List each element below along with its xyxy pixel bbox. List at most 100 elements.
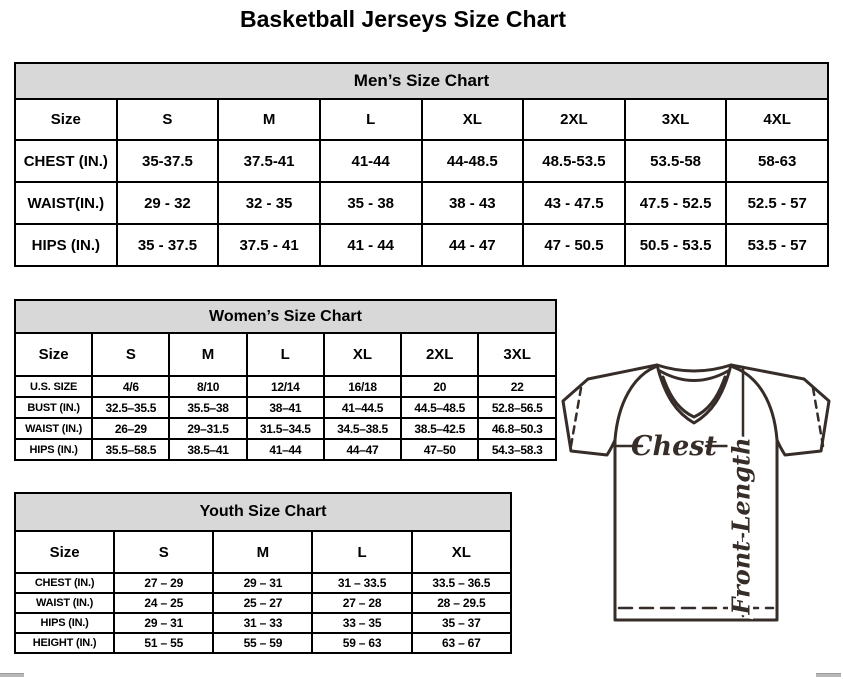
size-value-cell: 47–50 [400,438,480,461]
measurement-row-label: U.S. SIZE [13,375,94,398]
measurement-row-label: HIPS (IN.) [13,612,116,634]
table-title: Men’s Size Chart [14,62,829,100]
size-value-cell: 35.5–58.5 [91,438,171,461]
measurement-row-label: WAIST(IN.) [14,181,118,225]
size-column-header: 2XL [522,98,626,141]
size-column-header: 3XL [623,98,728,141]
size-value-cell: 52.8–56.5 [477,396,557,419]
womens-size-chart-table: Women’s Size Chart Size S M L XL 2XL 3XL U.S. SI… [13,299,557,461]
size-value-cell: 38 - 43 [420,181,525,225]
size-value-cell: 31 – 33 [212,612,314,634]
size-value-cell: 32.5–35.5 [91,396,171,419]
size-value-cell: 35 - 38 [318,181,423,225]
size-value-cell: 55 – 59 [212,632,314,654]
size-value-cell: 44.5–48.5 [400,396,480,419]
size-value-cell: 29–31.5 [168,417,248,440]
jersey-left-seam [613,365,657,442]
jersey-right-cuff-dashes [811,386,825,448]
size-value-cell: 50.5 - 53.5 [623,223,728,267]
youth-size-chart-table: Youth Size Chart Size S M L XL CHEST (IN.) 27 –… [13,492,513,654]
size-value-cell: 54.3–58.3 [477,438,557,461]
jersey-collar-inner-line [658,369,730,382]
size-value-cell: 22 [477,375,557,398]
size-column-header: L [311,530,413,574]
size-value-cell: 47 - 50.5 [522,223,626,267]
size-value-cell: 53.5 - 57 [725,223,829,267]
size-value-cell: 29 – 31 [212,572,314,594]
size-value-cell: 43 - 47.5 [522,181,626,225]
jersey-right-seam [731,365,779,442]
size-value-cell: 51 – 55 [113,632,215,654]
jersey-collar-top [655,363,733,373]
size-value-cell: 35-37.5 [115,139,220,183]
size-value-cell: 35.5–38 [168,396,248,419]
size-value-cell: 38.5–41 [168,438,248,461]
size-value-cell: 31 – 33.5 [311,572,413,594]
measurement-row-label: HIPS (IN.) [13,438,94,461]
size-column-header: 4XL [725,98,829,141]
size-value-cell: 16/18 [322,375,403,398]
size-value-cell: 29 – 31 [113,612,215,634]
size-value-cell: 33 – 35 [311,612,413,634]
size-column-header: M [168,332,248,377]
size-column-header: 2XL [400,332,480,377]
size-value-cell: 44-48.5 [420,139,525,183]
size-value-cell: 59 – 63 [311,632,413,654]
size-value-cell: 63 – 67 [410,632,513,654]
measurement-row-label: HIPS (IN.) [14,223,118,267]
size-value-cell: 33.5 – 36.5 [410,572,513,594]
size-value-cell: 37.5 - 41 [217,223,321,267]
size-value-cell: 52.5 - 57 [725,181,829,225]
size-value-cell: 41–44.5 [322,396,403,419]
jersey-measurement-diagram: Chest Front Length [561,363,831,622]
size-value-cell: 8/10 [168,375,248,398]
size-value-cell: 27 – 29 [113,572,215,594]
size-value-cell: 44–47 [322,438,403,461]
size-header-label: Size [14,98,118,141]
mens-size-chart-table: Men’s Size Chart Size S M L XL 2XL 3XL 4XL CHEST … [14,62,829,267]
size-value-cell: 28 – 29.5 [410,592,513,614]
jersey-collar-outer-v [655,363,733,425]
size-value-cell: 24 – 25 [113,592,215,614]
measurement-row-label: WAIST (IN.) [13,417,94,440]
size-value-cell: 31.5–34.5 [245,417,325,440]
scrollbar-fragment-right[interactable] [816,673,841,677]
size-value-cell: 25 – 27 [212,592,314,614]
size-value-cell: 44 - 47 [420,223,525,267]
size-column-header: M [212,530,314,574]
measurement-row-label: CHEST (IN.) [13,572,116,594]
front-length-label: Front Length [727,437,756,615]
scrollbar-fragment-left[interactable] [0,673,24,677]
size-value-cell: 34.5–38.5 [322,417,403,440]
size-value-cell: 29 - 32 [115,181,220,225]
table-title: Women’s Size Chart [14,299,557,334]
size-column-header: M [217,98,321,141]
size-column-header: XL [420,98,525,141]
jersey-collar-inner-v [661,375,727,419]
chest-label: Chest [631,431,717,462]
table-title: Youth Size Chart [14,492,512,532]
size-value-cell: 58-63 [725,139,829,183]
size-value-cell: 46.8–50.3 [477,417,557,440]
size-column-header: L [318,98,423,141]
measurement-row-label: BUST (IN.) [13,396,94,419]
size-column-header: S [115,98,220,141]
size-value-cell: 37.5-41 [217,139,321,183]
size-value-cell: 41-44 [318,139,423,183]
size-value-cell: 48.5-53.5 [522,139,626,183]
size-value-cell: 27 – 28 [311,592,413,614]
size-value-cell: 53.5-58 [623,139,728,183]
size-value-cell: 35 - 37.5 [115,223,220,267]
size-value-cell: 41–44 [245,438,325,461]
size-column-header: S [91,332,171,377]
jersey-left-cuff-dashes [569,386,583,448]
size-column-header: S [113,530,215,574]
size-column-header: 3XL [477,332,557,377]
size-value-cell: 12/14 [245,375,325,398]
size-value-cell: 38.5–42.5 [400,417,480,440]
size-header-label: Size [13,530,116,574]
size-value-cell: 41 - 44 [318,223,423,267]
measurement-row-label: WAIST (IN.) [13,592,116,614]
size-value-cell: 47.5 - 52.5 [623,181,728,225]
size-column-header: L [245,332,325,377]
